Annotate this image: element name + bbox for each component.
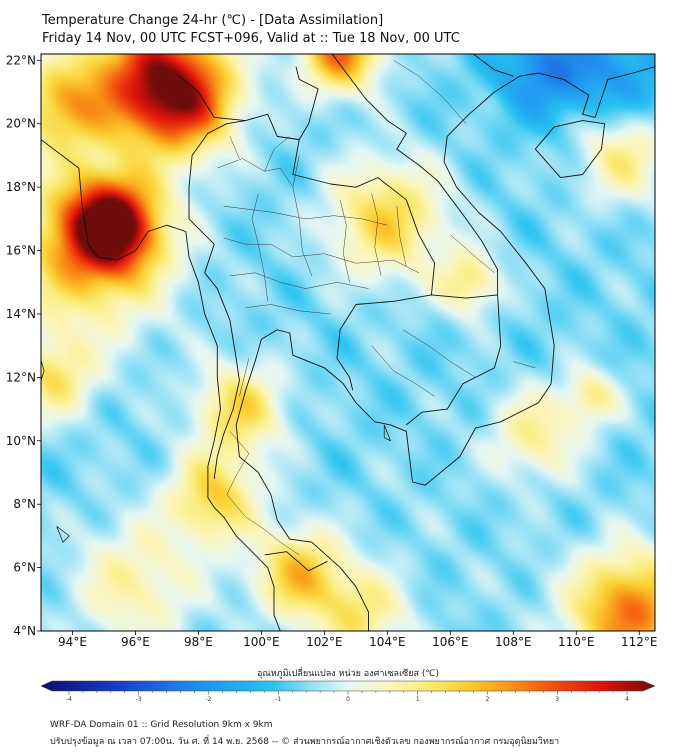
map-title: Temperature Change 24-hr (℃) - [Data Ass… (42, 13, 384, 28)
island-2 (383, 424, 391, 442)
lon-tick-label: 106°E (432, 635, 469, 649)
lon-tick-label: 96°E (121, 635, 150, 649)
country-border-0 (179, 75, 436, 391)
country-border-5 (406, 294, 502, 426)
province-line-16 (450, 234, 495, 273)
map-frame (40, 53, 656, 632)
country-border-2 (277, 66, 319, 141)
province-line-12 (229, 136, 240, 159)
lat-tick-label: 4°N (13, 624, 36, 638)
lat-tick-label: 8°N (13, 497, 36, 511)
colorbar-tick-label: 1 (416, 696, 420, 703)
lon-tick-label: 110°E (558, 635, 595, 649)
colorbar-tick-label: 2 (486, 696, 490, 703)
colorbar-tick-label: -1 (275, 696, 281, 703)
temperature-field (41, 54, 655, 631)
country-border-1 (188, 120, 246, 479)
map-subtitle: Friday 14 Nov, 00 UTC FCST+096, Valid at… (42, 31, 460, 46)
colorbar-tick-label: 4 (625, 696, 629, 703)
colorbar-tick-label: 3 (555, 696, 559, 703)
footer-credit: ปรับปรุงข้อมูล ณ เวลา 07:00น. วัน ศ. ที่… (50, 737, 560, 747)
lat-tick-label: 20°N (6, 117, 36, 131)
province-line-14 (402, 329, 476, 378)
geo-lines-layer (41, 54, 655, 631)
temperature-change-map: 94°E 96°E 98°E 100°E 102°E 104°E 106°E 108°E 110… (6, 53, 658, 703)
lon-tick-label: 108°E (495, 635, 532, 649)
lat-tick-label: 18°N (6, 180, 36, 194)
lat-tick-label: 10°N (6, 434, 36, 448)
colorbar-ticks: -4 -3 -2 -1 0 1 2 3 4 (66, 691, 629, 703)
province-line-15 (371, 345, 435, 397)
country-border-3 (472, 54, 514, 77)
lat-axis: 4°N 6°N 8°N 10°N 12°N 14°N 16°N 18°N 20°N 22°N (6, 53, 41, 638)
lat-tick-label: 6°N (13, 561, 36, 575)
footer-model-info: WRF-DA Domain 01 :: Grid Resolution 9km … (50, 720, 273, 730)
colorbar-tick-label: -2 (206, 696, 212, 703)
lat-tick-label: 14°N (6, 307, 36, 321)
coastline-2 (534, 120, 606, 179)
lon-tick-label: 94°E (58, 635, 87, 649)
colorbar (40, 680, 656, 692)
colorbar-title: อุณหภูมิเปลี่ยนแปลง หน่วย องศาเซลเซียส (… (257, 666, 439, 679)
province-line-6 (292, 155, 313, 276)
lon-axis: 94°E 96°E 98°E 100°E 102°E 104°E 106°E 108°E 110… (58, 631, 658, 649)
coastline-1 (235, 66, 655, 631)
province-line-18 (513, 361, 536, 369)
province-line-7 (339, 199, 350, 283)
province-line-1 (223, 205, 388, 226)
island-1 (56, 526, 70, 543)
coastline-0 (41, 139, 281, 631)
colorbar-tick-label: -3 (136, 696, 142, 703)
province-line-2 (223, 237, 419, 274)
province-line-11 (226, 431, 300, 556)
province-line-3 (229, 272, 369, 289)
province-line-5 (251, 193, 268, 302)
country-border-6 (264, 551, 328, 572)
lat-tick-label: 22°N (6, 53, 36, 67)
province-line-4 (245, 304, 331, 315)
lon-tick-label: 112°E (621, 635, 658, 649)
lat-tick-label: 16°N (6, 244, 36, 258)
lon-tick-label: 104°E (369, 635, 406, 649)
province-line-17 (393, 60, 467, 124)
island-0 (41, 358, 45, 382)
lon-tick-label: 102°E (306, 635, 343, 649)
province-line-8 (371, 193, 382, 276)
colorbar-tick-label: -4 (66, 696, 72, 703)
country-border-4 (331, 54, 499, 295)
province-line-10 (239, 358, 250, 397)
colorbar-tick-label: 0 (346, 696, 350, 703)
province-line-13 (264, 136, 290, 172)
lon-tick-label: 98°E (184, 635, 213, 649)
province-line-9 (396, 206, 407, 267)
lat-tick-label: 12°N (6, 370, 36, 384)
lon-tick-label: 100°E (243, 635, 280, 649)
